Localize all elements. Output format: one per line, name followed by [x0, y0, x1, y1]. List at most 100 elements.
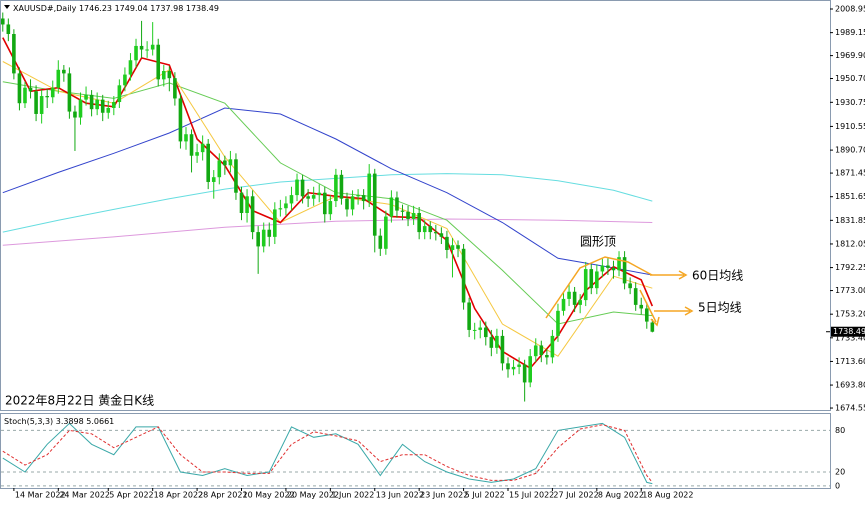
candle-body — [228, 159, 233, 166]
price-tag-label: 1738.49 — [833, 327, 865, 336]
candle-body — [384, 216, 388, 249]
annotation: 5日均线 — [698, 301, 742, 315]
candle-body — [284, 203, 288, 209]
last-open: 1746.23 — [79, 4, 112, 13]
candle-body — [572, 291, 577, 305]
price-tag — [831, 326, 865, 337]
x-tick-label: 28 Apr 2022 — [198, 491, 247, 500]
candle-body — [567, 291, 571, 299]
candle-body — [100, 99, 105, 113]
candle-body — [328, 201, 333, 215]
candle-body — [278, 208, 283, 210]
candle-body — [539, 345, 544, 355]
candle-body — [583, 269, 588, 301]
candle-body — [461, 248, 466, 303]
candle-body — [428, 226, 433, 233]
candle-body — [211, 177, 216, 182]
x-tick-label: 13 Jun 2022 — [376, 491, 424, 500]
annotation: 60日均线 — [692, 269, 743, 283]
candle-body — [206, 143, 210, 182]
candle-body — [528, 356, 533, 383]
annotation: 圆形顶 — [580, 235, 616, 249]
candle-body — [134, 45, 138, 61]
indicator-header: Stoch(5,3,3) 3.3898 5.0661 — [4, 417, 114, 426]
x-tick-label: 8 Aug 2022 — [598, 491, 644, 500]
candle-body — [617, 257, 621, 271]
candle-body — [356, 195, 360, 197]
candle-body — [178, 98, 183, 142]
candle-body — [167, 70, 172, 79]
x-tick-label: 23 Jun 2022 — [420, 491, 468, 500]
x-tick-label: 20 May 2022 — [287, 491, 339, 500]
candle-body — [422, 226, 427, 233]
candle-body — [317, 192, 322, 196]
y-tick-label: 1851.65 — [835, 192, 865, 201]
candle-body — [361, 195, 366, 202]
candle-body — [372, 173, 377, 236]
stoch-tick-label: 20 — [835, 468, 845, 477]
y-tick-label: 1733.40 — [835, 333, 865, 342]
x-tick-label: 18 Apr 2022 — [154, 491, 203, 500]
candle-body — [489, 337, 494, 348]
last-high: 1749.04 — [115, 4, 148, 13]
candle-body — [6, 24, 11, 35]
candle-body — [561, 298, 566, 311]
candle-body — [345, 198, 349, 210]
stoch-tick-label: 0 — [835, 481, 840, 490]
menu-icon — [4, 5, 10, 9]
candle-body — [73, 111, 77, 118]
symbol: XAUUSD#,Daily — [13, 4, 77, 13]
moving-average — [2, 107, 653, 276]
y-tick-label: 1693.80 — [835, 381, 865, 390]
candle-body — [600, 265, 605, 272]
x-tick-label: 18 Aug 2022 — [642, 491, 693, 500]
candle-body — [95, 99, 99, 110]
candle-body — [606, 265, 610, 268]
candle-body — [400, 210, 405, 212]
candle-body — [639, 304, 644, 309]
last-low: 1737.98 — [150, 4, 183, 13]
candle-body — [67, 73, 72, 112]
y-tick-label: 1792.25 — [835, 263, 865, 272]
last-close: 1738.49 — [186, 4, 219, 13]
y-tick-label: 1753.20 — [835, 310, 865, 319]
candle-body — [434, 232, 438, 234]
candle-body — [239, 192, 244, 213]
candle-body — [545, 354, 549, 358]
ma5-arrow — [654, 306, 694, 316]
candle-body — [34, 91, 38, 114]
candle-body — [17, 73, 22, 104]
candle-body — [145, 49, 149, 51]
candle-body — [62, 69, 66, 74]
y-tick-label: 1773.00 — [835, 286, 865, 295]
y-tick-label: 2008.95 — [835, 5, 865, 14]
candle-body — [367, 173, 371, 202]
round-top-marks — [545, 256, 694, 327]
candle-body — [334, 174, 338, 202]
candle-body — [12, 34, 16, 74]
y-tick-label: 1969.90 — [835, 51, 865, 60]
down-arrow — [639, 289, 660, 327]
candle-body — [622, 257, 627, 284]
y-tick-label: 1812.05 — [835, 239, 865, 248]
x-tick-label: 14 Mar 2022 — [15, 491, 66, 500]
candle-body — [106, 107, 111, 113]
candle-body — [28, 87, 33, 92]
candle-body — [417, 212, 421, 233]
candle-body — [533, 345, 538, 357]
candle-body — [445, 236, 449, 250]
candle-body — [173, 78, 177, 99]
x-tick-label: 1 Jun 2022 — [331, 491, 374, 500]
x-tick-label: 10 May 2022 — [243, 491, 295, 500]
candle-body — [112, 102, 116, 108]
candle-body — [500, 335, 505, 364]
candle-body — [78, 99, 83, 118]
stoch-panel — [0, 413, 831, 489]
candle-body — [611, 267, 616, 271]
x-tick-label: 27 Jul 2022 — [553, 491, 598, 500]
candle-body — [300, 179, 305, 197]
candle-body — [472, 329, 477, 331]
candle-body — [511, 366, 516, 370]
candle-body — [311, 195, 316, 199]
